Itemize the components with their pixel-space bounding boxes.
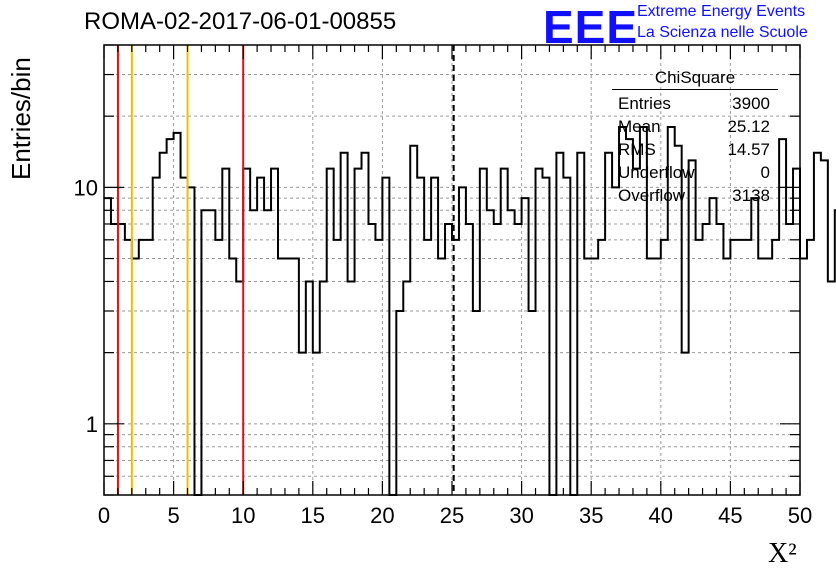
x-tick-label: 0 xyxy=(98,503,110,528)
stats-label: RMS xyxy=(618,140,656,159)
x-tick-label: 10 xyxy=(231,503,255,528)
y-tick-label: 1 xyxy=(86,412,98,437)
logo-line-2: La Scienza nelle Scuole xyxy=(637,24,808,41)
stats-row-underflow: Underflow 0 xyxy=(612,161,778,184)
stats-box: ChiSquare Entries 3900 Mean 25.12 RMS 14.57… xyxy=(612,68,778,207)
stats-value: 14.57 xyxy=(727,140,770,159)
stats-row-overflow: Overflow 3138 xyxy=(612,184,778,207)
y-tick-label: 10 xyxy=(74,175,98,200)
reference-lines xyxy=(116,45,455,495)
stats-value: 3138 xyxy=(732,186,770,205)
stats-row-rms: RMS 14.57 xyxy=(612,138,778,161)
stats-value: 0 xyxy=(760,163,770,182)
stats-label: Overflow xyxy=(618,186,686,205)
x-tick-label: 45 xyxy=(718,503,742,528)
x-tick-label: 5 xyxy=(167,503,179,528)
stats-label: Entries xyxy=(618,94,671,113)
stats-row-mean: Mean 25.12 xyxy=(612,115,778,138)
x-tick-label: 25 xyxy=(440,503,464,528)
y-axis: 1 10 xyxy=(74,44,800,496)
logo-line-1: Extreme Energy Events xyxy=(637,3,806,20)
eee-logo: EEE xyxy=(543,1,639,53)
stats-row-entries: Entries 3900 xyxy=(612,92,778,115)
x-tick-label: 15 xyxy=(301,503,325,528)
stats-label: Mean xyxy=(618,117,661,136)
histogram-series xyxy=(104,126,836,496)
x-axis-label: X² xyxy=(768,538,797,569)
x-axis: 0 5 10 15 20 25 30 35 40 45 50 xyxy=(98,45,812,528)
x-tick-label: 50 xyxy=(788,503,812,528)
y-axis-label: Entries/bin xyxy=(6,57,36,180)
x-tick-label: 20 xyxy=(370,503,394,528)
chart-title: ROMA-02-2017-06-01-00855 xyxy=(84,8,397,35)
x-tick-label: 35 xyxy=(579,503,603,528)
stats-label: Underflow xyxy=(618,163,695,182)
stats-value: 25.12 xyxy=(727,117,770,136)
stats-value: 3900 xyxy=(732,94,770,113)
x-tick-label: 40 xyxy=(649,503,673,528)
stats-box-title: ChiSquare xyxy=(612,68,778,90)
x-tick-label: 30 xyxy=(509,503,533,528)
